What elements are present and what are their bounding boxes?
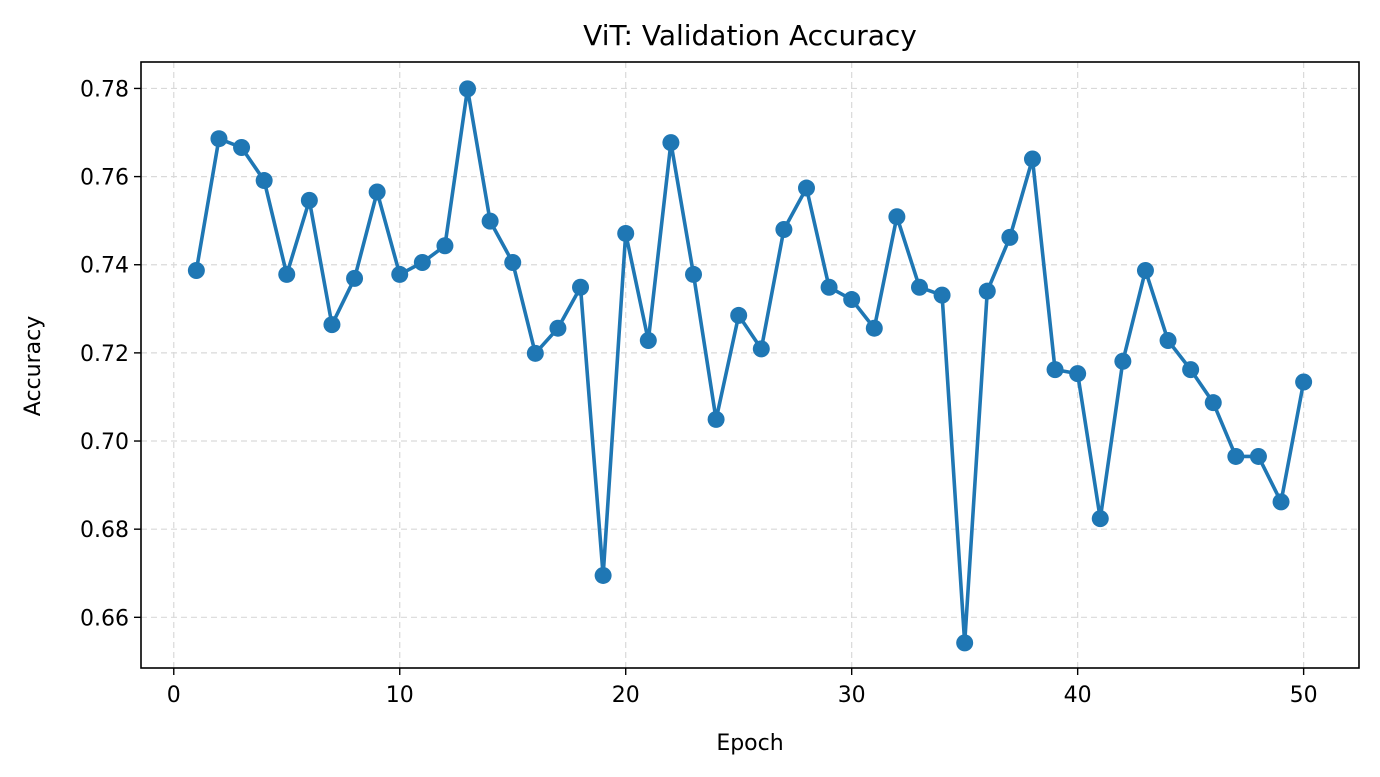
data-point <box>1046 361 1064 379</box>
plot-frame <box>140 61 1360 669</box>
data-point <box>797 179 815 197</box>
data-point <box>278 265 296 283</box>
series-accuracy <box>187 80 1313 652</box>
x-tick-label: 20 <box>612 683 640 708</box>
y-tick-label: 0.68 <box>80 518 129 543</box>
x-axis-ticks: 0 10 20 30 40 50 <box>167 668 1318 708</box>
x-tick-label: 0 <box>167 683 181 708</box>
data-point <box>933 286 951 304</box>
data-point <box>413 254 431 272</box>
data-point <box>1227 447 1245 465</box>
y-tick-label: 0.78 <box>80 77 129 102</box>
data-point <box>707 410 725 428</box>
x-tick-label: 40 <box>1064 683 1092 708</box>
data-point <box>888 208 906 226</box>
data-point <box>1295 373 1313 391</box>
data-point <box>662 134 680 152</box>
data-point <box>1159 332 1177 350</box>
data-point <box>865 319 883 337</box>
data-point <box>526 344 544 362</box>
x-tick-label: 10 <box>386 683 414 708</box>
data-point <box>187 261 205 279</box>
y-axis-ticks: 0.66 0.68 0.70 0.72 0.74 0.76 0.78 <box>80 77 141 631</box>
x-tick-label: 30 <box>838 683 866 708</box>
grid <box>141 62 1359 668</box>
data-point <box>1091 510 1109 528</box>
y-tick-label: 0.66 <box>80 606 129 631</box>
data-point <box>323 316 341 334</box>
data-point <box>481 212 499 230</box>
y-tick-label: 0.74 <box>80 254 129 279</box>
data-point <box>594 566 612 584</box>
data-point <box>617 224 635 242</box>
data-point <box>752 340 770 358</box>
data-point <box>210 130 228 148</box>
data-point <box>639 332 657 350</box>
data-point <box>1023 150 1041 168</box>
data-point <box>1182 361 1200 379</box>
data-point <box>346 269 364 287</box>
data-point <box>685 265 703 283</box>
data-point <box>775 220 793 238</box>
data-point <box>1114 352 1132 370</box>
data-point <box>820 278 838 296</box>
y-tick-label: 0.72 <box>80 342 129 367</box>
data-point <box>459 80 477 98</box>
data-point <box>1249 447 1267 465</box>
data-point <box>910 278 928 296</box>
x-axis-label: Epoch <box>716 731 783 756</box>
data-point <box>1204 394 1222 412</box>
data-point <box>843 291 861 309</box>
data-point <box>978 282 996 300</box>
accuracy-line <box>194 87 1306 645</box>
data-point <box>1069 365 1087 383</box>
data-point <box>368 183 386 201</box>
data-point <box>233 139 251 156</box>
data-point <box>1272 493 1290 511</box>
chart-title: ViT: Validation Accuracy <box>583 19 917 52</box>
data-point <box>255 172 273 190</box>
data-point <box>956 634 974 652</box>
y-tick-label: 0.70 <box>80 430 129 455</box>
data-point <box>730 306 748 324</box>
data-point <box>1136 261 1154 279</box>
data-point <box>549 319 567 337</box>
x-tick-label: 50 <box>1290 683 1318 708</box>
data-point <box>1001 228 1019 246</box>
y-tick-label: 0.76 <box>80 166 129 191</box>
data-point <box>504 254 522 272</box>
data-point <box>300 191 318 209</box>
data-point <box>391 265 409 283</box>
data-point <box>572 278 590 296</box>
y-axis-label: Accuracy <box>21 316 46 416</box>
data-point <box>436 237 454 255</box>
